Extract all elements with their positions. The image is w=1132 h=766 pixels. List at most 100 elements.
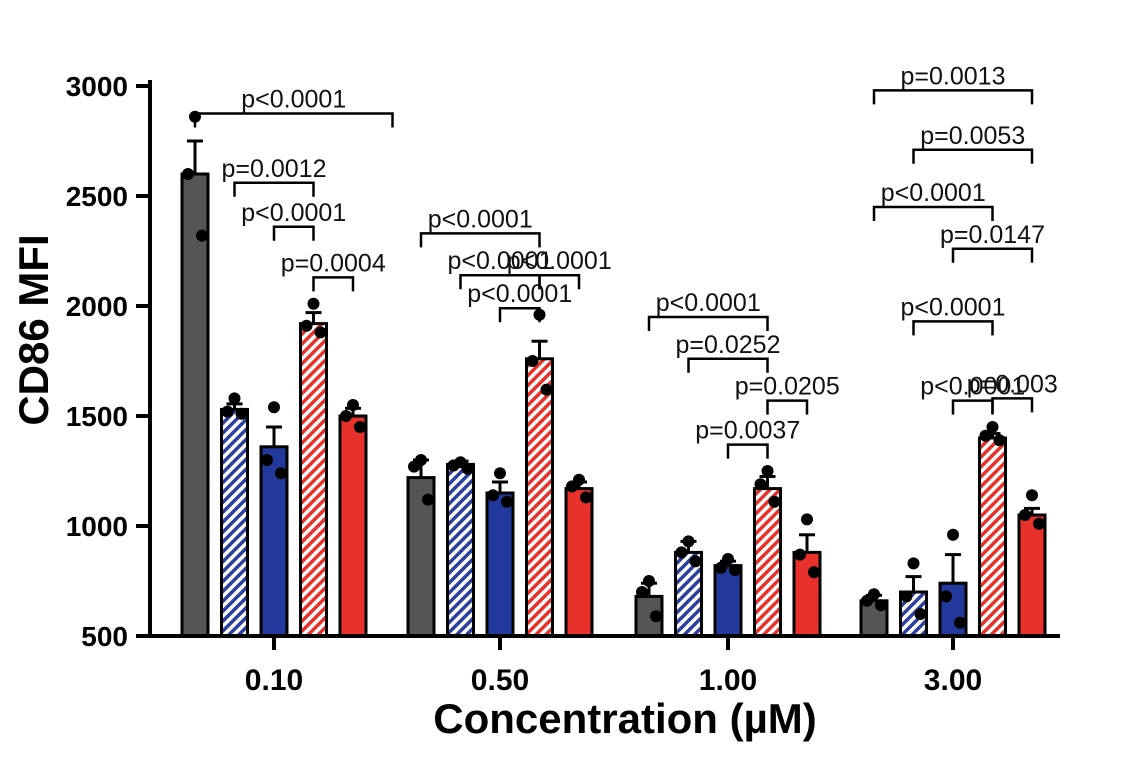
data-point — [422, 493, 434, 506]
y-tick-label: 1000 — [66, 511, 128, 542]
bar — [525, 357, 554, 638]
bar — [713, 564, 743, 638]
significance-bracket — [312, 276, 355, 292]
data-point — [729, 564, 741, 576]
p-value-label: p=0.0147 — [940, 221, 1045, 249]
data-point — [643, 575, 655, 587]
data-point — [954, 616, 966, 629]
p-value-label: p=0.0037 — [695, 417, 800, 445]
data-point — [354, 421, 366, 433]
data-point — [307, 297, 320, 310]
x-axis-label: Concentration (µM) — [433, 695, 817, 742]
data-point — [494, 467, 506, 480]
data-point — [993, 434, 1006, 447]
data-point — [347, 399, 359, 411]
data-point — [768, 495, 781, 508]
y-tick-label: 1500 — [66, 401, 128, 432]
bar — [338, 414, 368, 638]
axes-layer: 500 1000 1500 2000 2500 3000 0.10 0.50 1.00 3.00 — [66, 71, 1060, 697]
data-point — [900, 590, 913, 603]
data-point — [801, 513, 813, 526]
p-value-label: p=0.003 — [967, 370, 1058, 398]
data-point — [947, 528, 959, 541]
significance-bracket — [498, 306, 541, 323]
p-value-label: p=0.0053 — [920, 122, 1025, 150]
bar — [180, 172, 210, 638]
data-point — [314, 326, 327, 339]
significance-bracket — [872, 89, 1034, 105]
data-point — [1026, 489, 1038, 502]
data-point — [566, 480, 578, 493]
y-tick-label: 2000 — [66, 291, 128, 322]
significance-bracket — [193, 112, 394, 128]
p-value-label: p<0.0001 — [448, 247, 553, 275]
x-tick-label: 0.50 — [471, 664, 529, 697]
p-value-label: p=0.0012 — [222, 155, 327, 183]
p-value-label: p<0.0001 — [901, 293, 1006, 321]
significance-bracket — [726, 443, 769, 459]
data-point — [682, 535, 695, 548]
x-tick-label: 0.10 — [245, 664, 303, 697]
data-point — [300, 319, 313, 332]
data-point — [268, 401, 280, 414]
data-point — [235, 407, 248, 420]
p-value-label: p<0.0001 — [241, 199, 346, 227]
p-value-label: p<0.0001 — [241, 86, 346, 114]
p-value-label: p=0.0205 — [735, 373, 840, 401]
data-point — [182, 168, 194, 180]
data-point — [540, 383, 553, 396]
significance-bracket — [272, 225, 315, 241]
data-point — [526, 355, 539, 367]
points-layer — [182, 110, 1045, 629]
bar — [978, 436, 1007, 638]
data-point — [907, 557, 920, 570]
significance-bracket — [912, 148, 1034, 164]
significance-bracket — [951, 247, 1034, 263]
p-value-label: p<0.0001 — [467, 280, 572, 308]
data-point — [794, 548, 806, 561]
data-point — [715, 561, 727, 574]
data-point — [675, 546, 688, 559]
significance-bracket — [687, 357, 769, 373]
data-point — [261, 454, 273, 466]
significance-bracket — [647, 315, 769, 331]
data-point — [689, 555, 702, 568]
significance-bracket — [538, 273, 581, 290]
bar — [446, 462, 475, 638]
significance-bracket — [912, 320, 994, 336]
data-point — [754, 478, 767, 491]
data-point — [580, 491, 592, 504]
significance-bracket — [991, 397, 1034, 413]
bar — [220, 407, 249, 638]
bar — [1017, 513, 1047, 638]
p-value-label: p=0.0004 — [281, 249, 386, 277]
bar — [753, 487, 782, 638]
data-point — [221, 405, 234, 418]
data-point — [1019, 509, 1031, 521]
y-tick-label: 2500 — [66, 181, 128, 212]
data-point — [487, 489, 499, 502]
significance-bracket — [766, 399, 809, 415]
significance-bracket — [233, 181, 315, 197]
data-point — [808, 566, 820, 579]
data-point — [940, 590, 952, 603]
y-tick-label: 500 — [81, 621, 128, 652]
data-point — [761, 465, 774, 477]
bar — [485, 491, 515, 638]
annotations-layer: p<0.0001 p=0.0012 p<0.0001 p=0.0004 p<0.0001… — [193, 62, 1058, 459]
p-value-label: p<0.0001 — [507, 247, 612, 275]
data-point — [461, 462, 474, 475]
p-value-label: p<0.0001 — [428, 205, 533, 233]
data-point — [275, 467, 287, 480]
p-value-label: p=0.0013 — [901, 62, 1006, 90]
data-point — [636, 586, 648, 598]
data-point — [722, 553, 734, 565]
p-value-label: p=0.0252 — [676, 331, 781, 359]
bar — [792, 550, 822, 638]
data-point — [979, 429, 992, 442]
p-value-label: p<0.0001 — [656, 289, 761, 317]
data-point — [875, 599, 887, 612]
significance-bracket — [872, 205, 994, 221]
data-point — [914, 608, 927, 620]
